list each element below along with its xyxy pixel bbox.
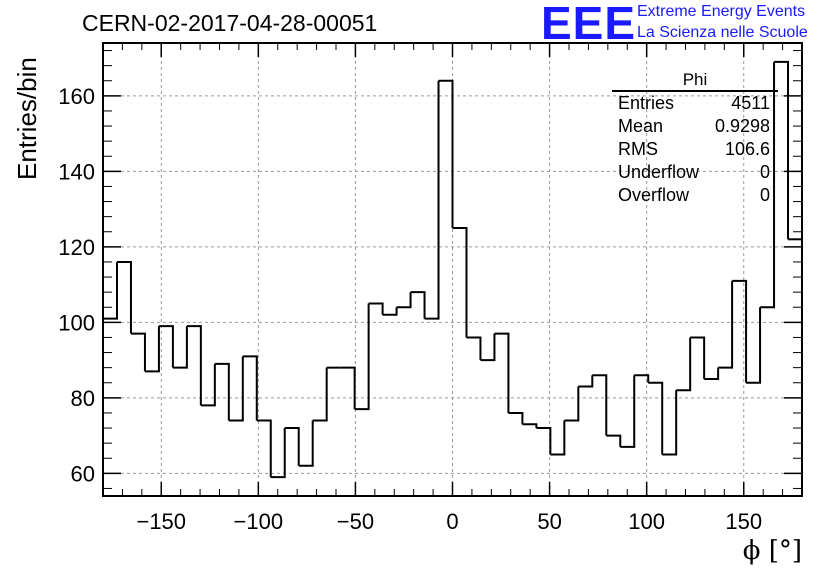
histogram-bin — [382, 307, 398, 316]
eee-logo: EEE — [541, 0, 637, 49]
x-axis-label: ϕ [°] — [742, 536, 802, 566]
histogram-bin — [494, 332, 510, 413]
histogram-bin — [130, 332, 146, 372]
x-tick-label: 50 — [537, 509, 561, 534]
histogram-bin — [200, 363, 216, 407]
histogram-series — [103, 60, 802, 479]
histogram-bin — [564, 386, 580, 422]
histogram-bin — [536, 427, 552, 455]
y-tick-labels: 60 80 100 120 140 160 — [58, 84, 95, 487]
histogram-bin — [116, 260, 132, 334]
x-tick-labels: −150 −100 −50 0 50 100 150 — [136, 509, 762, 534]
axis-ticks — [102, 43, 803, 496]
histogram-bin — [368, 302, 384, 315]
histogram-bin — [438, 79, 454, 228]
histogram-bin — [760, 61, 776, 309]
stats-key: Entries — [618, 93, 675, 113]
histogram-bin — [592, 374, 608, 436]
histogram-bin — [144, 326, 160, 373]
histogram-bin — [354, 303, 370, 411]
x-tick-label: 100 — [628, 509, 665, 534]
plot-title: CERN-02-2017-04-28-00051 — [82, 10, 378, 36]
stats-key: Mean — [618, 116, 664, 136]
y-tick-label: 60 — [71, 461, 95, 486]
stats-key: Overflow — [618, 185, 690, 205]
histogram-bin — [522, 423, 538, 429]
histogram-bin — [452, 226, 468, 338]
histogram-bin — [172, 326, 188, 369]
histogram-bin — [774, 60, 790, 240]
stats-box-underline — [612, 90, 778, 92]
histogram-bin — [578, 375, 594, 388]
stats-value: 0 — [759, 185, 770, 205]
y-tick-label: 160 — [58, 84, 95, 109]
histogram-bin — [158, 325, 174, 368]
x-tick-label: 150 — [725, 509, 762, 534]
y-axis-label: Entries/bin — [12, 57, 42, 180]
stats-box-title: Phi — [682, 70, 708, 89]
histogram-bin — [550, 420, 566, 456]
x-tick-label: −150 — [136, 509, 186, 534]
histogram-bin — [298, 420, 314, 467]
histogram-bin — [214, 362, 230, 421]
histogram-bin — [186, 325, 202, 406]
x-tick-label: 0 — [446, 509, 458, 534]
y-tick-label: 120 — [58, 235, 95, 260]
histogram-bin — [676, 337, 692, 392]
histogram-bin — [340, 366, 356, 410]
x-tick-label: −100 — [234, 509, 284, 534]
histogram-bin — [228, 356, 244, 422]
stats-value: 0.9298 — [714, 116, 770, 136]
histogram-bin — [284, 427, 300, 466]
histogram-bin — [270, 428, 286, 479]
histogram-bin — [508, 411, 524, 425]
stats-value: 0 — [759, 162, 770, 182]
histogram-bin — [704, 367, 720, 380]
histogram-bin — [634, 374, 650, 383]
histogram-bin — [662, 390, 678, 456]
histogram-bin — [242, 355, 258, 421]
histogram-bin — [746, 307, 762, 384]
histogram-bin — [606, 434, 622, 447]
stats-value: 106.6 — [724, 139, 770, 159]
histogram-bin — [648, 381, 664, 455]
histogram-bin — [410, 291, 426, 319]
histogram-bin — [312, 367, 328, 422]
y-tick-label: 80 — [71, 386, 95, 411]
histogram-bin — [718, 280, 734, 369]
histogram-bin — [480, 333, 496, 362]
histogram-bin — [620, 375, 636, 448]
histogram-bin — [466, 336, 482, 361]
y-tick-label: 140 — [58, 159, 95, 184]
logo-line-1: Extreme Energy Events — [637, 3, 806, 20]
stats-key: Underflow — [618, 162, 700, 182]
logo-line-2: La Scienza nelle Scuole — [637, 24, 808, 41]
histogram-bin — [424, 80, 440, 320]
stats-key: RMS — [618, 139, 658, 159]
histogram-bin — [256, 419, 272, 478]
stats-value: 4511 — [731, 93, 770, 113]
histogram-bin — [732, 279, 748, 383]
histogram-bin — [690, 336, 706, 379]
histogram-bin — [103, 261, 118, 320]
x-tick-label: −50 — [337, 509, 374, 534]
y-tick-label: 100 — [58, 310, 95, 335]
histogram-bin — [396, 292, 412, 309]
